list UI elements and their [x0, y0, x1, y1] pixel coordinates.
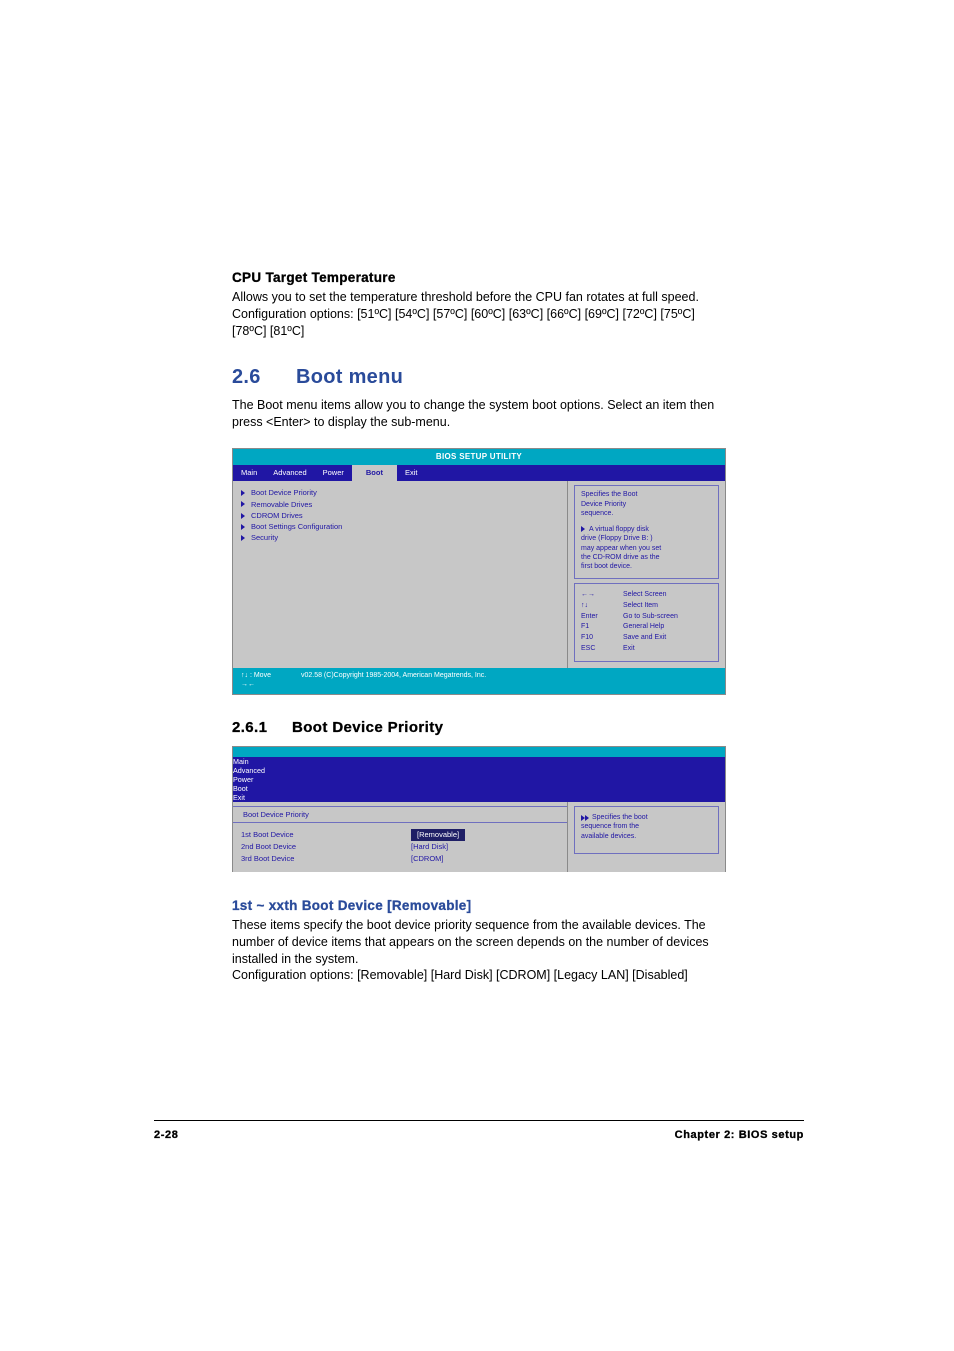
double-arrow-icon: [581, 815, 589, 821]
first-boot-device-heading: 1st ~ xxth Boot Device [Removable]: [232, 898, 726, 913]
bios-menu-item: Boot Device Priority: [241, 487, 559, 498]
submenu-arrow-icon: [241, 490, 245, 496]
boot-menu-heading: 2.6Boot menu: [232, 366, 726, 389]
bios-help-hint: the CD-ROM drive as the: [581, 553, 712, 562]
section-num: 2.6.1: [232, 719, 292, 736]
legend-val: Go to Sub-screen: [623, 612, 678, 623]
legend-val: General Help: [623, 622, 664, 633]
bios2-tab-advanced: Advanced: [233, 766, 725, 775]
section-title: Boot Device Priority: [292, 719, 443, 736]
bios-menu-item: Boot Settings Configuration: [241, 521, 559, 532]
bios-menu-label: CDROM Drives: [251, 510, 303, 521]
bios-help-hint: drive (Floppy Drive B: ): [581, 534, 712, 543]
bios-menu-item: Removable Drives: [241, 499, 559, 510]
bios-menu-item: Security: [241, 532, 559, 543]
bios-menu-label: Boot Settings Configuration: [251, 521, 342, 532]
chapter-label: Chapter 2: BIOS setup: [675, 1129, 804, 1141]
bios2-right-pane: Specifies the boot sequence from the ava…: [567, 802, 725, 872]
legend-val: Select Screen: [623, 590, 667, 601]
bios2-help-line: available devices.: [581, 832, 712, 841]
bios-tab-main: Main: [233, 465, 265, 481]
legend-key: ↑↓: [581, 601, 623, 612]
bios2-row-val: [CDROM]: [411, 853, 444, 865]
bios-help-hint: may appear when you set: [581, 544, 712, 553]
bios2-row: 2nd Boot Device [Hard Disk]: [241, 841, 559, 853]
bios-tab-exit: Exit: [397, 465, 426, 481]
bios2-row: 1st Boot Device [Removable]: [241, 829, 559, 841]
legend-key: F10: [581, 633, 623, 644]
bios-tabs: Main Advanced Power Boot Exit: [233, 465, 725, 481]
legend-key: ESC: [581, 644, 623, 655]
bios-menu-item: CDROM Drives: [241, 510, 559, 521]
page-footer: 2-28 Chapter 2: BIOS setup: [154, 1120, 804, 1141]
page-number: 2-28: [154, 1129, 178, 1141]
bios-help-hint: first boot device.: [581, 562, 712, 571]
bios2-tab-boot: Boot: [233, 784, 725, 793]
boot-menu-body: The Boot menu items allow you to change …: [232, 397, 726, 431]
bios-boot-priority-figure: Main Advanced Power Boot Exit Boot Devic…: [232, 746, 726, 872]
bios-footer-text: v02.58 (C)Copyright 1985-2004, American …: [301, 671, 717, 690]
bios2-tabs: Main Advanced Power Boot Exit: [233, 757, 725, 802]
bios2-subheader: Boot Device Priority: [233, 806, 567, 823]
submenu-arrow-icon: [241, 524, 245, 530]
bios2-row-val: [Hard Disk]: [411, 841, 448, 853]
bios-menu-label: Security: [251, 532, 278, 543]
boot-menu-title: Boot menu: [296, 366, 403, 388]
legend-key: ←→: [581, 590, 623, 601]
bios-help-line: Device Priority: [581, 500, 712, 509]
legend-val: Save and Exit: [623, 633, 666, 644]
bios-left-pane: Boot Device Priority Removable Drives CD…: [233, 481, 567, 668]
bios2-help-line: Specifies the boot: [592, 813, 648, 822]
legend-key: F1: [581, 622, 623, 633]
updown-arrows-icon: ↑↓: [241, 672, 248, 679]
bios2-tab-exit: Exit: [233, 793, 725, 802]
bios-footer: ↑↓ : Move →← v02.58 (C)Copyright 1985-20…: [233, 668, 725, 694]
submenu-arrow-icon: [241, 535, 245, 541]
bios-help-line: Specifies the Boot: [581, 490, 712, 499]
bios2-row-key: 2nd Boot Device: [241, 841, 411, 853]
legend-val: Exit: [623, 644, 635, 655]
submenu-arrow-icon: [581, 526, 585, 532]
leftright-arrows-icon: →←: [241, 681, 255, 688]
bios2-cyanbar: [233, 747, 725, 757]
bios2-row: 3rd Boot Device [CDROM]: [241, 853, 559, 865]
cpu-target-temp-body: Allows you to set the temperature thresh…: [232, 289, 726, 340]
legend-val: Select Item: [623, 601, 658, 612]
bios-menu-label: Removable Drives: [251, 499, 312, 510]
bios-menu-label: Boot Device Priority: [251, 487, 317, 498]
submenu-arrow-icon: [241, 513, 245, 519]
first-boot-device-body: These items specify the boot device prio…: [232, 917, 726, 985]
bios2-tab-power: Power: [233, 775, 725, 784]
bios-help-line: sequence.: [581, 509, 712, 518]
bios-tab-advanced: Advanced: [265, 465, 314, 481]
bios-tab-boot: Boot: [352, 465, 397, 481]
bios-titlebar: BIOS SETUP UTILITY: [233, 449, 725, 465]
submenu-arrow-icon: [241, 501, 245, 507]
boot-menu-num: 2.6: [232, 366, 296, 389]
bios-tab-power: Power: [315, 465, 352, 481]
bios-help-box: Specifies the Boot Device Priority seque…: [574, 485, 719, 579]
bios2-help-line: sequence from the: [581, 822, 712, 831]
bios2-row-key: 1st Boot Device: [241, 829, 411, 841]
bios-boot-menu-figure: BIOS SETUP UTILITY Main Advanced Power B…: [232, 448, 726, 694]
bios-footer-text: : Move: [250, 672, 271, 679]
bios-right-pane: Specifies the Boot Device Priority seque…: [567, 481, 725, 668]
bios2-help-box: Specifies the boot sequence from the ava…: [574, 806, 719, 854]
bios2-row-val-selected: [Removable]: [411, 829, 465, 841]
bios2-row-key: 3rd Boot Device: [241, 853, 411, 865]
boot-device-priority-heading: 2.6.1Boot Device Priority: [232, 719, 726, 736]
bios-help-hint: A virtual floppy disk: [589, 525, 649, 534]
bios-key-legend: ←→Select Screen ↑↓Select Item EnterGo to…: [574, 583, 719, 662]
bios2-left-pane: Boot Device Priority 1st Boot Device [Re…: [233, 802, 567, 872]
cpu-target-temp-heading: CPU Target Temperature: [232, 270, 726, 285]
legend-key: Enter: [581, 612, 623, 623]
bios2-tab-main: Main: [233, 757, 725, 766]
